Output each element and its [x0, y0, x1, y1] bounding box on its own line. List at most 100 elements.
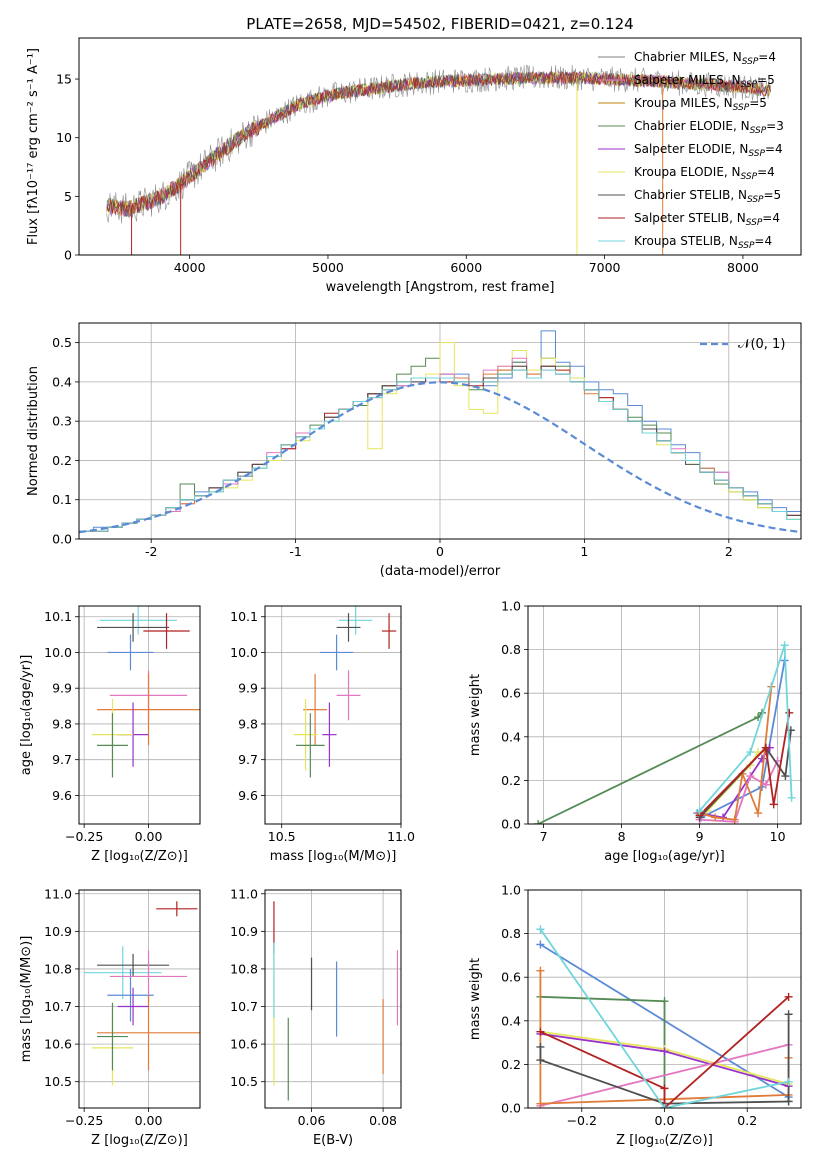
errorbar-point — [156, 901, 198, 917]
legend-label: Kroupa STELIB, NSSP=4 — [634, 234, 772, 251]
legend-label: Kroupa MILES, NSSP=5 — [634, 96, 767, 113]
y-tick-label: 10.8 — [44, 961, 72, 976]
y-tick-label: 0.0 — [501, 817, 521, 832]
weight-marker — [730, 815, 739, 824]
weight-series-line — [540, 996, 790, 1108]
y-tick-label: 0.1 — [52, 492, 72, 507]
y-tick-label: 10.5 — [230, 1074, 258, 1089]
weight-marker — [746, 772, 755, 781]
weight-series-line — [698, 712, 791, 816]
y-tick-label: 9.7 — [238, 752, 258, 767]
weight-marker — [754, 809, 763, 818]
plot-area — [528, 606, 801, 824]
y-tick-label: 10.0 — [230, 645, 258, 660]
y-tick-label: 0.4 — [501, 1013, 521, 1028]
x-tick-label: 7000 — [589, 260, 621, 275]
panel-mass-vs-Z: −0.25 0.00 10.5 10.6 10.7 10.8 10.9 11.0 Z [log₁… — [19, 886, 201, 1148]
y-tick-label: 10.6 — [230, 1037, 258, 1052]
axes-frame — [78, 605, 201, 825]
weight-marker — [660, 997, 669, 1006]
panel-residual-histogram: -2 -1 0 1 2 0.0 0.1 0.2 0.3 0.4 0.5 (data-model)/er… — [26, 322, 802, 579]
y-tick-label: 11.0 — [44, 886, 72, 901]
errorbar-point — [381, 613, 397, 649]
x-axis-label: (data-model)/error — [380, 564, 501, 579]
y-tick-label: 9.7 — [52, 752, 72, 767]
weight-marker — [534, 820, 543, 824]
weight-marker — [784, 1077, 793, 1086]
errorbar-point — [107, 634, 154, 671]
weight-marker — [711, 813, 720, 822]
x-tick-label: 0.0 — [655, 1113, 675, 1128]
y-axis-label: mass weight — [468, 674, 483, 756]
y-tick-label: 0.8 — [501, 642, 521, 657]
weight-marker — [784, 1097, 793, 1106]
y-tick-label: 9.8 — [238, 716, 258, 731]
x-tick-label: 1 — [580, 544, 588, 559]
y-tick-label: 15 — [56, 72, 72, 87]
errorbar-point — [97, 673, 200, 746]
x-tick-label: 4000 — [174, 260, 206, 275]
errorbar-point — [336, 613, 361, 642]
x-tick-label: 10 — [770, 829, 786, 844]
weight-series-line — [539, 928, 789, 1108]
legend-label: Kroupa ELODIE, NSSP=4 — [634, 165, 775, 182]
legend-label: 𝒩(0, 1) — [738, 337, 785, 352]
y-tick-label: 0.2 — [52, 453, 72, 468]
panel-mass-weight-vs-age: 7 8 9 10 0.0 0.2 0.4 0.6 0.8 1.0 age [log₁₀(age/yr… — [468, 599, 802, 864]
y-tick-label: 9.8 — [52, 716, 72, 731]
y-tick-label: 9.9 — [238, 681, 258, 696]
weight-marker — [536, 925, 545, 934]
weight-marker — [780, 641, 789, 650]
x-tick-label: −0.25 — [65, 829, 103, 844]
y-tick-label: 1.0 — [501, 883, 521, 898]
x-tick-label: 11.0 — [387, 829, 415, 844]
plot-area — [528, 890, 801, 1108]
errorbar-point — [322, 702, 337, 767]
y-axis-label: age [log₁₀(age/yr)] — [19, 655, 34, 776]
y-tick-label: 0.4 — [501, 729, 521, 744]
errorbar-point — [97, 613, 170, 642]
weight-marker — [784, 992, 793, 1001]
y-axis-label: Flux [fλ10⁻¹⁷ erg cm⁻² s⁻¹ A⁻¹] — [26, 48, 41, 245]
weight-marker — [769, 800, 778, 809]
errorbar-point — [107, 968, 154, 1022]
axes-frame — [78, 37, 802, 256]
errorbar-point — [97, 995, 200, 1071]
plot-area — [265, 890, 401, 1108]
errorbar-point — [336, 670, 361, 721]
figure-title: PLATE=2658, MJD=54502, FIBERID=0421, z=0… — [246, 15, 633, 33]
x-tick-label: 6000 — [450, 260, 482, 275]
y-tick-label: 0.8 — [501, 926, 521, 941]
weight-marker — [536, 1042, 545, 1051]
y-axis-label: mass weight — [468, 958, 483, 1040]
errorbar-point — [97, 1002, 128, 1071]
y-tick-label: 0.2 — [501, 1057, 521, 1072]
x-tick-label: 0.00 — [135, 829, 163, 844]
x-tick-label: 8000 — [727, 260, 759, 275]
errorbar-point — [99, 606, 177, 635]
y-tick-label: 11.0 — [230, 886, 258, 901]
weight-marker — [746, 748, 755, 757]
errorbar-point — [293, 698, 318, 771]
y-tick-label: 10.9 — [44, 924, 72, 939]
errorbar-point — [319, 634, 354, 671]
x-tick-label: −0.25 — [65, 1113, 103, 1128]
errorbar-point — [97, 713, 128, 778]
x-tick-label: 0 — [436, 544, 444, 559]
x-tick-label: 0.2 — [737, 1113, 757, 1128]
y-tick-label: 9.6 — [52, 788, 72, 803]
weight-marker — [536, 1056, 545, 1065]
legend-label: Salpeter MILES, NSSP=5 — [634, 73, 775, 90]
weight-marker — [781, 772, 790, 781]
weight-marker — [536, 1027, 545, 1036]
gaussian-reference-curve — [79, 381, 801, 534]
y-tick-label: 10.7 — [230, 999, 258, 1014]
y-tick-label: 0 — [64, 248, 72, 263]
x-tick-label: 0.08 — [369, 1113, 397, 1128]
y-tick-label: 0.6 — [501, 686, 521, 701]
errorbar-point — [117, 987, 149, 1026]
x-tick-label: 9 — [696, 829, 704, 844]
panel-mass-weight-vs-Z: −0.2 0.0 0.2 0.0 0.2 0.4 0.6 0.8 1.0 Z [log₁₀(Z/Z… — [468, 883, 802, 1148]
